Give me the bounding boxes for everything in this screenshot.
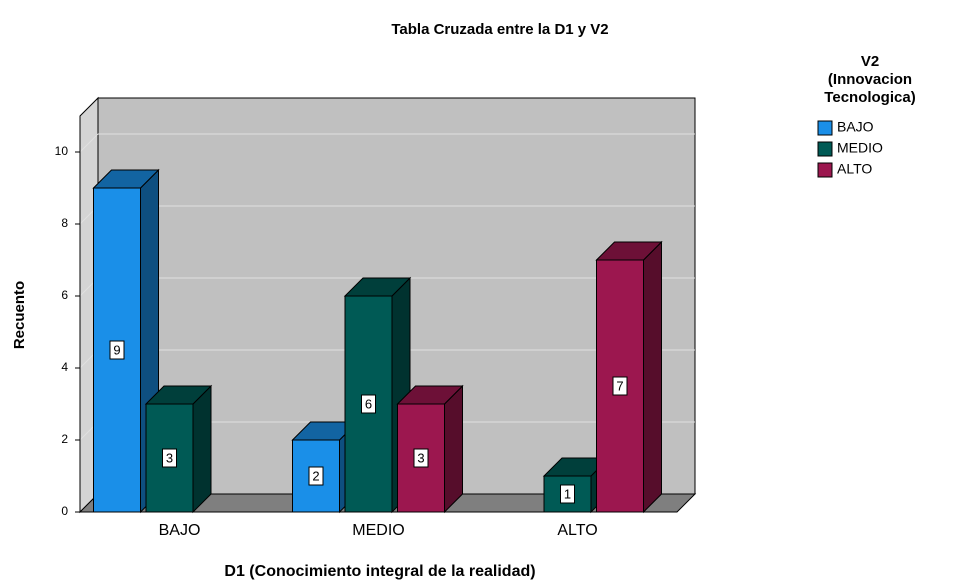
bar <box>93 187 141 513</box>
value-label: 3 <box>166 450 173 465</box>
value-label: 7 <box>616 378 623 393</box>
chart-title: Tabla Cruzada entre la D1 y V2 <box>391 21 608 38</box>
y-tick-label: 2 <box>61 432 68 446</box>
value-label: 6 <box>365 396 372 411</box>
legend-title: (Innovacion <box>828 71 912 88</box>
value-label-box <box>612 376 628 396</box>
y-axis-label: Recuento <box>11 281 28 349</box>
x-tick-label: BAJO <box>159 522 201 539</box>
value-label: 2 <box>312 468 319 483</box>
grid-line <box>79 133 99 153</box>
value-label-box <box>560 484 575 504</box>
value-label-box <box>109 340 125 360</box>
value-label-box <box>308 466 324 486</box>
value-label: 1 <box>564 486 571 501</box>
x-axis-label: D1 (Conocimiento integral de la realidad… <box>224 563 535 580</box>
bar-side <box>444 384 463 514</box>
y-tick-label: 10 <box>55 144 69 158</box>
legend-label: ALTO <box>837 161 872 177</box>
value-label: 9 <box>113 342 120 357</box>
x-tick-label: ALTO <box>557 522 597 539</box>
value-label-box <box>361 394 376 414</box>
legend-swatch <box>817 162 833 178</box>
legend-title: V2 <box>861 53 879 70</box>
legend-swatch <box>817 120 833 136</box>
value-label-box <box>413 448 429 468</box>
value-label: 3 <box>417 450 424 465</box>
legend-label: MEDIO <box>837 140 883 156</box>
y-tick-label: 4 <box>61 360 68 374</box>
legend-label: BAJO <box>837 119 874 135</box>
y-tick-label: 6 <box>61 288 68 302</box>
x-tick-label: MEDIO <box>352 522 404 539</box>
bar-side <box>643 240 662 514</box>
bar-side <box>192 384 212 514</box>
y-tick-label: 8 <box>61 216 68 230</box>
value-label-box <box>162 448 177 468</box>
legend-swatch <box>817 141 833 157</box>
y-tick-label: 0 <box>61 504 68 518</box>
legend-title: Tecnologica) <box>824 89 915 106</box>
